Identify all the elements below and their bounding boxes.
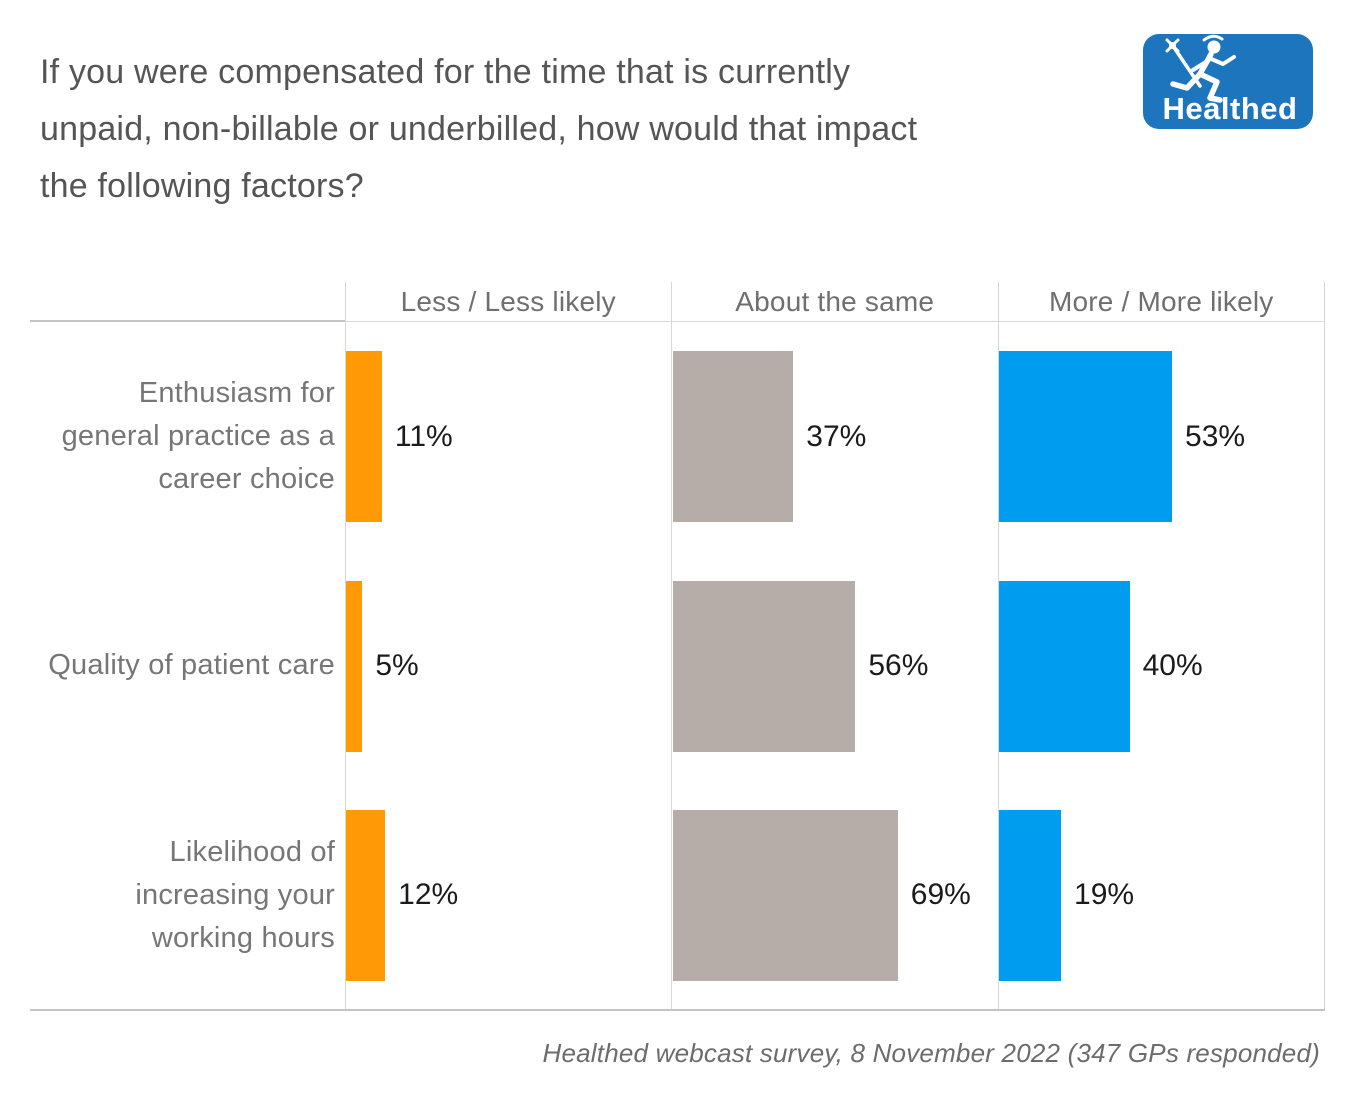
axis-line-label-area — [30, 320, 345, 322]
panel-divider — [997, 282, 999, 1010]
bar-value-label: 40% — [1142, 649, 1203, 682]
bar — [346, 809, 386, 981]
panel-divider — [344, 282, 346, 1010]
bar-value-label: 53% — [1185, 419, 1246, 453]
bar-value-label: 11% — [394, 419, 453, 453]
bar-value-label: 19% — [1074, 878, 1135, 912]
panel-divider — [1324, 282, 1325, 1010]
column-header-3: More / More likely — [1048, 286, 1274, 317]
healthed-logo: Healthed — [1142, 33, 1314, 130]
bar — [672, 580, 856, 752]
bar — [346, 580, 363, 752]
bar — [672, 351, 794, 523]
bar — [346, 351, 382, 523]
bar — [999, 351, 1173, 523]
hermes-runner-icon — [1165, 34, 1236, 103]
row-label: Quality of patient care — [48, 649, 335, 682]
chart-title: If you were compensated for the time tha… — [40, 53, 918, 205]
bar-value-label: 12% — [398, 878, 459, 912]
bar-value-label: 56% — [868, 649, 929, 682]
source-note: Healthed webcast survey, 8 November 2022… — [542, 1038, 1320, 1068]
bar — [999, 809, 1062, 981]
bar-value-label: 69% — [910, 878, 971, 912]
bottom-axis-line — [30, 1009, 1325, 1011]
bar — [999, 580, 1130, 752]
header-underline — [345, 321, 1325, 322]
panel-divider — [671, 282, 672, 1010]
bar-value-label: 37% — [806, 419, 867, 453]
column-header-2: About the same — [735, 286, 935, 317]
bar-value-label: 5% — [375, 649, 419, 682]
logo-wordmark: Healthed — [1163, 91, 1298, 126]
column-header-1: Less / Less likely — [400, 286, 616, 317]
logo-background — [1143, 34, 1313, 129]
row-label: Likelihood of increasing your working ho… — [135, 835, 335, 954]
bar — [672, 809, 898, 981]
row-label: Enthusiasm for general practice as a car… — [61, 377, 335, 496]
